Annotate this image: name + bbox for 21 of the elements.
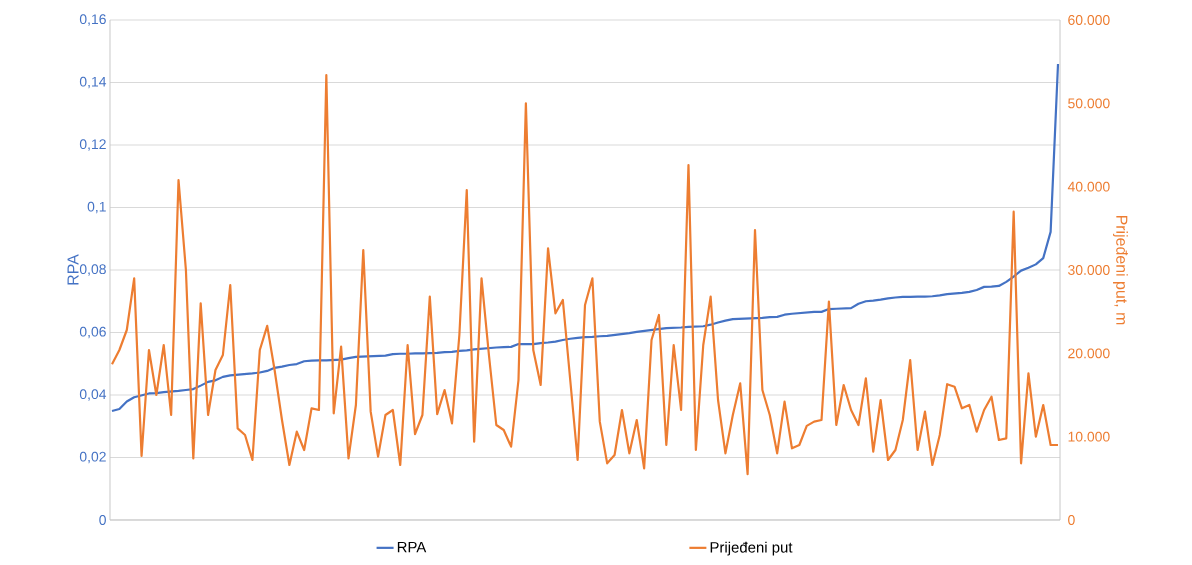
y2-tick-label: 40.000 [1067,181,1110,192]
legend-label: RPA [397,541,427,553]
y-tick-label: 0,1 [87,201,106,214]
legend-label: Prijeđeni put [710,541,793,556]
y2-tick-label: 30.000 [1068,265,1110,275]
y-tick-label: 0,06 [79,326,106,339]
y-tick-label: 0,14 [79,76,107,89]
y2-tick-label: 10.000 [1068,431,1110,442]
y2-axis-title: Prijeđeni put, m [1113,215,1128,325]
y-tick-label: 0,16 [79,14,106,26]
y-tick-label: 0 [99,515,106,525]
y-tick-label: 0,04 [79,389,107,401]
y-tick-label: 0,02 [79,451,106,464]
y2-tick-label: 60.000 [1068,15,1110,25]
y2-tick-label: 0 [1068,515,1075,525]
y-axis-title: RPA [67,254,79,285]
line-series [110,73,1060,476]
y2-tick-label: 20.000 [1068,348,1110,359]
y-tick-label: 0,12 [79,139,106,151]
y-tick-label: 0,08 [79,264,106,276]
y2-tick-label: 50.000 [1068,98,1110,109]
